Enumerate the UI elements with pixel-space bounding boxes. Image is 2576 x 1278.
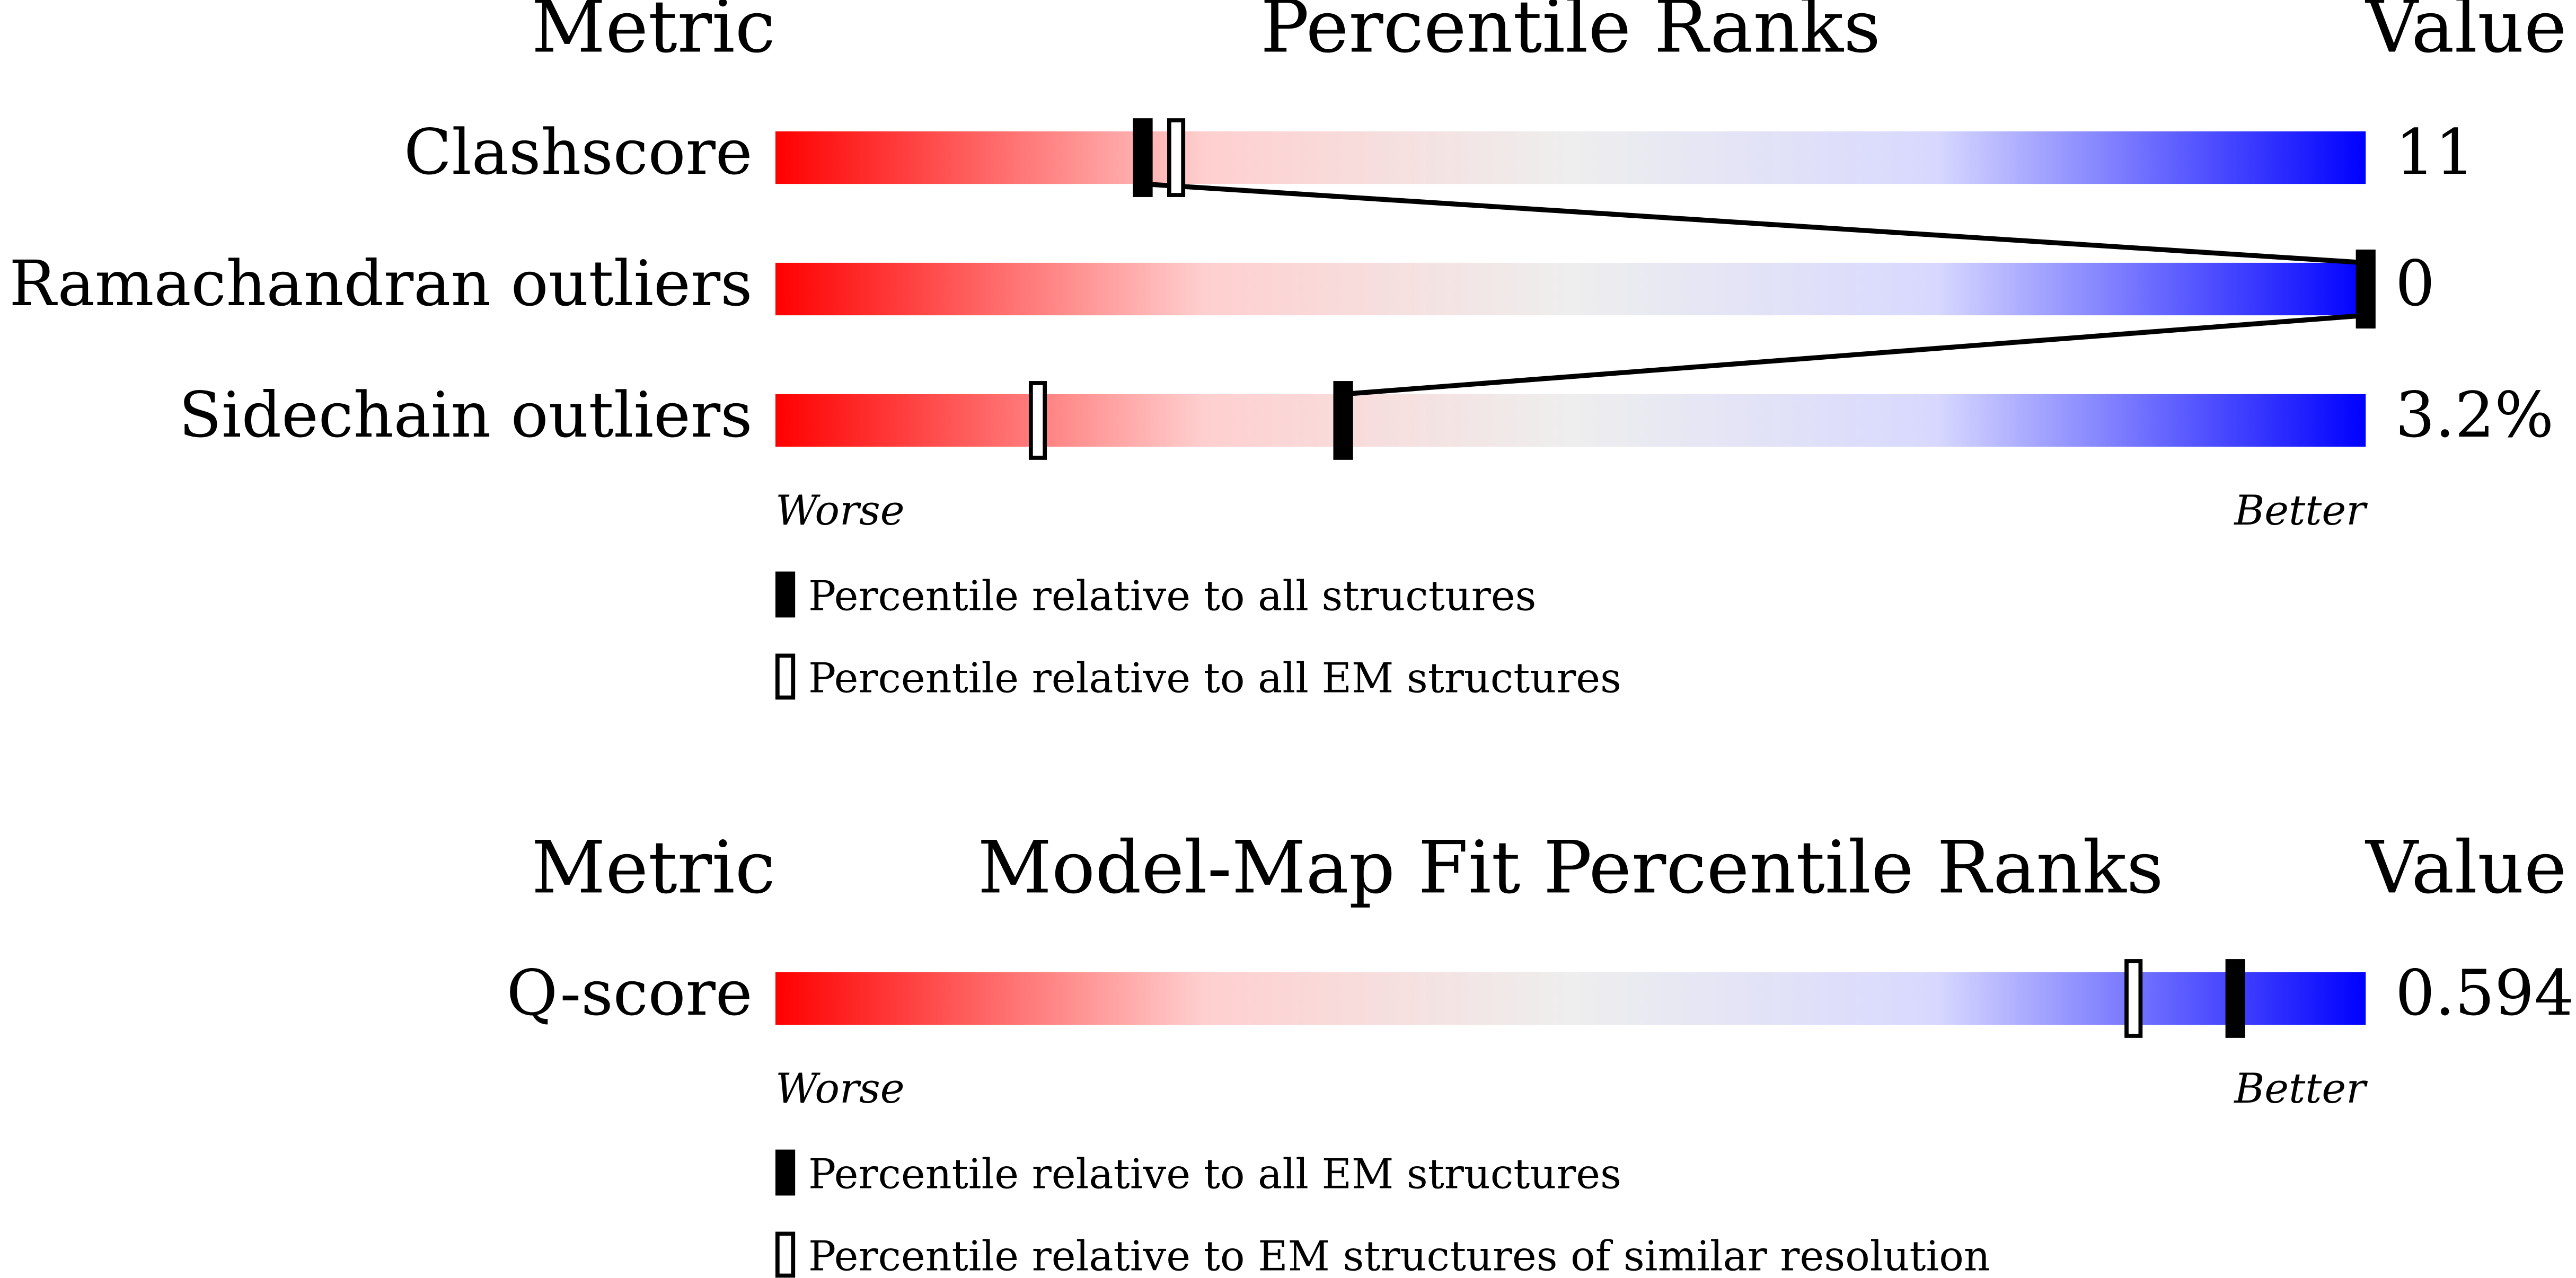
legend-label: Percentile relative to all EM structures xyxy=(808,654,1621,702)
legend-label: Percentile relative to all EM structures xyxy=(808,1150,1621,1198)
percentile-marker xyxy=(1133,118,1153,197)
slider-bar xyxy=(775,972,2366,1025)
value-header: Value xyxy=(2365,826,2566,910)
legend-swatch xyxy=(775,571,796,618)
value-header: Value xyxy=(2365,0,2566,69)
metric-label: Sidechain outliers xyxy=(179,379,752,451)
percentile-marker xyxy=(1167,118,1186,197)
percentile-marker xyxy=(1028,381,1047,460)
metric-label: Q-score xyxy=(507,957,753,1030)
slider-bar xyxy=(775,262,2366,316)
percentile-marker xyxy=(2356,250,2376,329)
metric-value: 3.2% xyxy=(2395,379,2554,451)
percentile-marker xyxy=(1333,381,1353,460)
slider-bar xyxy=(775,394,2366,447)
percentile-marker xyxy=(2225,959,2245,1038)
slider-bar xyxy=(775,131,2366,184)
percentile-marker xyxy=(2124,959,2143,1038)
worse-label: Worse xyxy=(775,1065,905,1113)
connector-line xyxy=(1343,313,2366,397)
metric-value: 11 xyxy=(2395,116,2475,189)
better-label: Better xyxy=(2233,1065,2368,1113)
legend-swatch xyxy=(775,1231,796,1278)
legend-swatch xyxy=(775,1149,796,1196)
chart-title: Model-Map Fit Percentile Ranks xyxy=(977,826,2163,910)
legend-label: Percentile relative to all structures xyxy=(808,572,1536,620)
connector-line xyxy=(1142,181,2366,265)
legend-label: Percentile relative to EM structures of … xyxy=(808,1232,1990,1278)
metric-value: 0 xyxy=(2395,247,2435,320)
worse-label: Worse xyxy=(775,487,905,535)
chart-title: Percentile Ranks xyxy=(1260,0,1881,69)
metric-header: Metric xyxy=(532,0,775,69)
metric-header: Metric xyxy=(532,826,775,910)
metric-label: Ramachandran outliers xyxy=(9,247,752,320)
legend-swatch xyxy=(775,653,796,700)
metric-label: Clashscore xyxy=(404,116,753,189)
better-label: Better xyxy=(2233,487,2368,535)
metric-value: 0.594 xyxy=(2395,957,2574,1030)
